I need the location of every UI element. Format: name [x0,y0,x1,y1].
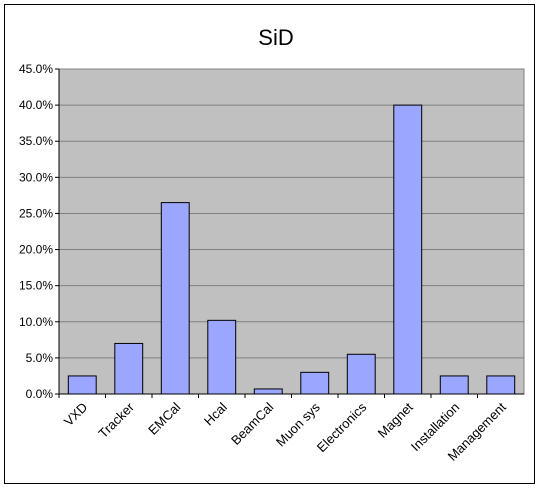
y-tick-label: 10.0% [19,315,53,329]
bar-emcal [160,202,190,395]
y-tick-label: 45.0% [19,62,53,76]
bar-electronics [346,353,376,395]
bar-management [486,375,516,395]
y-tick-label: 25.0% [19,206,53,220]
x-tick-label: Tracker [95,399,137,441]
bar-hcal [207,319,237,395]
bar-installation [439,375,469,395]
y-tick-label: 20.0% [19,243,53,257]
y-tick-label: 30.0% [19,170,53,184]
x-tick-label: VXD [61,400,91,430]
y-tick-label: 40.0% [19,98,53,112]
bar-beamcal [253,388,283,395]
y-axis: 0.0% 5.0% 10.0% 15.0% 20.0% 25.0% 30.0% 35.0% 40… [19,62,60,401]
y-tick-label: 35.0% [19,134,53,148]
x-tick-label: EMCal [145,399,183,437]
x-tick-label: Hcal [201,399,230,428]
bars [67,104,516,395]
x-tick-label: Electronics [314,399,370,455]
bar-tracker [114,342,144,395]
x-tick-label: BeamCal [228,399,276,447]
bar-magnet [393,104,423,395]
y-tick-label: 0.0% [26,387,54,401]
bar-vxd [67,375,97,395]
chart-title: SiD [258,25,293,50]
gridlines [59,68,524,395]
y-tick-label: 5.0% [26,351,54,365]
y-tick-label: 15.0% [19,279,53,293]
bar-muon-sys [300,371,330,395]
x-tick-label: Magnet [375,399,417,441]
plot-area [58,68,525,395]
